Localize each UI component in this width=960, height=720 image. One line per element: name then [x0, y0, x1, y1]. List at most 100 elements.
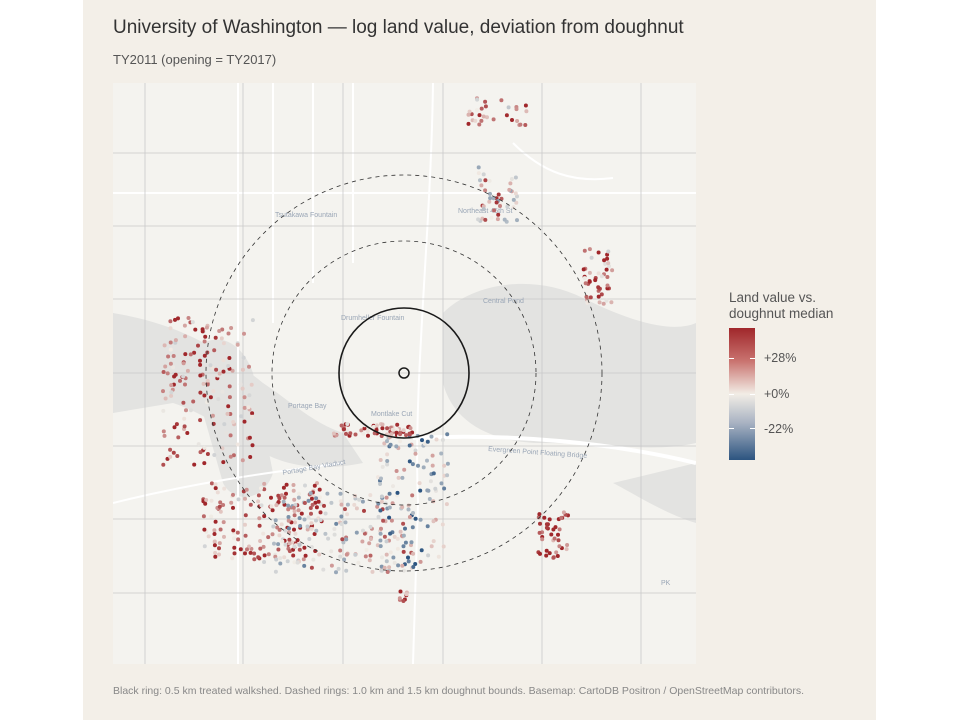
parcel-point: [407, 432, 412, 437]
parcel-point: [247, 544, 251, 549]
parcel-point: [338, 554, 343, 559]
parcel-point: [282, 555, 287, 560]
parcel-point: [219, 336, 224, 341]
parcel-point: [229, 326, 234, 330]
parcel-point: [287, 541, 292, 546]
parcel-point: [168, 319, 173, 324]
parcel-point: [242, 405, 247, 410]
label-ne45: Northeast 45th St: [458, 208, 513, 215]
label-montlake-cut: Montlake Cut: [371, 411, 412, 418]
parcel-point: [291, 483, 296, 487]
parcel-point: [258, 539, 263, 543]
parcel-point: [380, 426, 385, 431]
parcel-point: [378, 458, 383, 462]
parcel-point: [477, 113, 482, 118]
parcel-point: [271, 524, 276, 529]
parcel-point: [235, 342, 240, 347]
parcel-point: [583, 281, 588, 286]
parcel-point: [318, 510, 323, 515]
parcel-point: [303, 553, 308, 558]
parcel-point: [581, 267, 586, 272]
parcel-point: [286, 515, 291, 519]
parcel-point: [390, 427, 395, 432]
parcel-point: [247, 364, 251, 369]
parcel-point: [205, 452, 210, 456]
parcel-point: [336, 566, 341, 571]
parcel-point: [184, 408, 188, 413]
parcel-point: [604, 298, 609, 303]
parcel-point: [367, 541, 372, 546]
parcel-point: [175, 454, 180, 458]
parcel-point: [220, 446, 225, 451]
parcel-point: [314, 505, 319, 510]
parcel-point: [352, 502, 357, 507]
doughnut-outer-ring: [205, 174, 603, 572]
parcel-point: [292, 509, 297, 514]
parcel-point: [198, 358, 202, 363]
parcel-point: [279, 493, 284, 498]
parcel-point: [510, 118, 514, 122]
parcel-point: [161, 370, 166, 374]
parcel-point: [491, 117, 496, 122]
parcel-point: [308, 491, 313, 496]
parcel-point: [329, 549, 334, 554]
parcel-point: [403, 526, 407, 531]
parcel-point: [246, 405, 251, 410]
parcel-point: [202, 544, 207, 549]
parcel-point: [297, 542, 302, 547]
parcel-point: [605, 252, 610, 257]
parcel-point: [305, 524, 310, 529]
legend-tick-label: -22%: [764, 422, 794, 436]
parcel-point: [231, 528, 236, 533]
parcel-point: [554, 550, 559, 555]
parcel-point: [378, 531, 383, 536]
parcel-point: [226, 364, 231, 368]
parcel-point: [317, 487, 322, 492]
parcel-point: [379, 564, 384, 569]
parcel-point: [176, 316, 180, 321]
parcel-point: [398, 589, 403, 594]
parcel-point: [379, 494, 384, 499]
parcel-point: [331, 431, 336, 436]
parcel-point: [201, 514, 206, 519]
parcel-point: [599, 274, 604, 279]
parcel-point: [228, 433, 233, 438]
parcel-point: [371, 424, 376, 429]
parcel-point: [380, 555, 384, 560]
parcel-point: [286, 503, 291, 508]
parcel-point: [287, 526, 291, 531]
parcel-point: [601, 301, 606, 306]
parcel-point: [198, 362, 203, 367]
parcel-point: [301, 557, 306, 562]
parcel-point: [292, 544, 297, 549]
parcel-point: [518, 122, 523, 127]
parcel-point: [228, 412, 233, 416]
parcel-point: [398, 439, 403, 444]
parcel-point: [220, 327, 225, 332]
parcel-point: [398, 529, 403, 534]
parcel-point: [425, 439, 430, 444]
parcel-point: [302, 545, 307, 550]
parcel-point: [283, 542, 288, 547]
parcel-point: [326, 536, 331, 541]
parcel-point: [213, 550, 218, 555]
legend-tick: [729, 358, 734, 359]
parcel-point: [240, 367, 245, 372]
parcel-point: [481, 114, 486, 119]
parcel-point: [384, 559, 389, 564]
parcel-point: [291, 505, 296, 510]
parcel-point: [339, 522, 344, 527]
parcel-point: [549, 532, 554, 537]
parcel-point: [202, 393, 207, 398]
parcel-point: [258, 546, 263, 551]
parcel-point: [385, 452, 390, 457]
parcel-point: [413, 451, 418, 456]
parcel-point: [394, 444, 399, 449]
parcel-point: [208, 395, 213, 400]
parcel-point: [507, 187, 512, 192]
parcel-point: [314, 518, 318, 523]
parcel-point: [596, 294, 601, 299]
parcel-point: [479, 118, 484, 123]
parcel-point: [380, 464, 385, 469]
parcel-point: [416, 463, 420, 468]
